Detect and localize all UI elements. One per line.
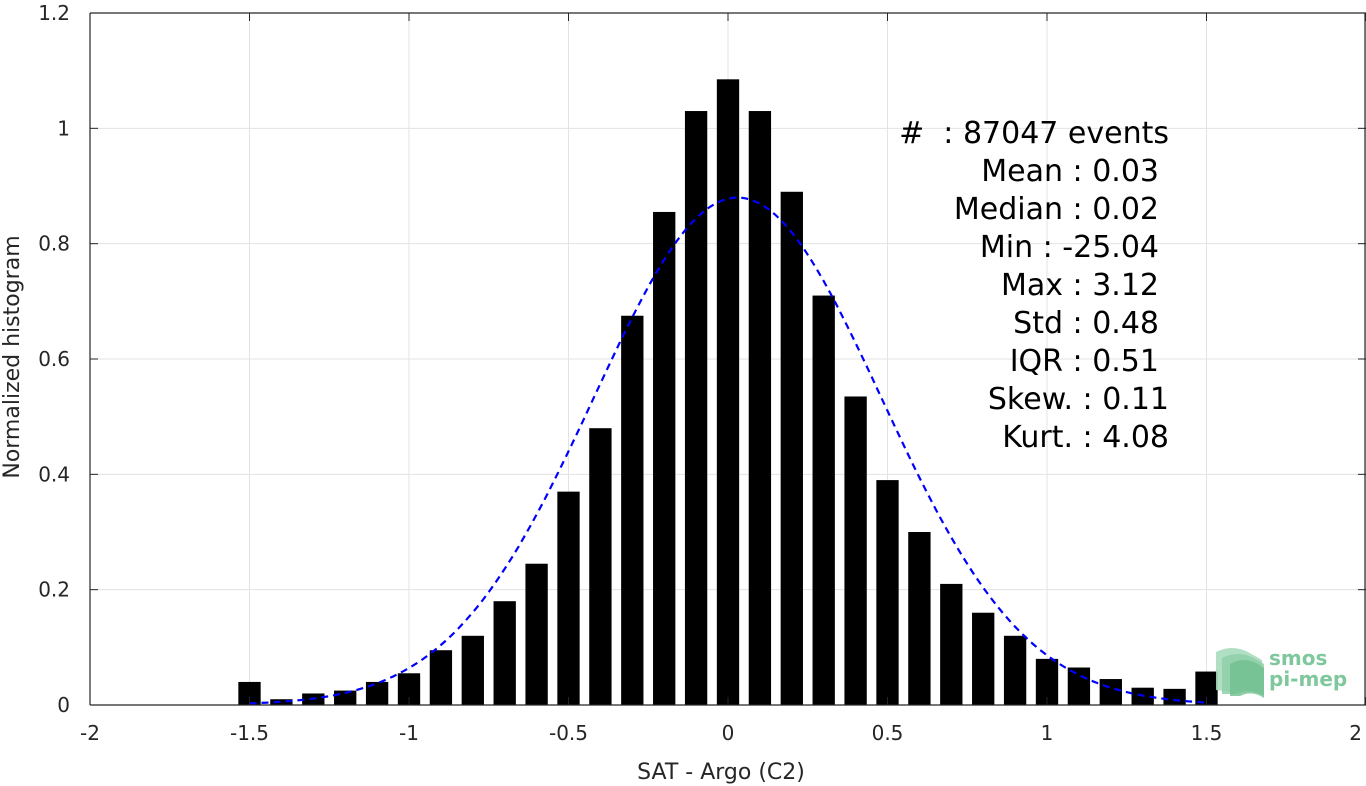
- histogram-bar: [748, 111, 772, 706]
- x-tick-label: 1.5: [1191, 721, 1223, 745]
- histogram-bar: [557, 491, 580, 705]
- x-tick-labels: -2 -1.5 -1 -0.5 0 0.5 1 1.5 2: [80, 721, 1362, 745]
- histogram-bar: [1099, 679, 1122, 705]
- y-tick-label: 0.4: [38, 462, 70, 486]
- smos-pimep-logo: smos pi-mep: [1216, 646, 1347, 698]
- stats-skew: Skew. : 0.11: [988, 382, 1169, 417]
- histogram-bars: [238, 79, 1218, 706]
- histogram-bar: [1195, 671, 1218, 705]
- y-tick-label: 1.2: [38, 1, 70, 25]
- y-tick-label: 0.6: [38, 347, 70, 371]
- logo-line1: smos: [1269, 646, 1327, 670]
- histogram-bar: [653, 211, 676, 705]
- histogram-bar: [1163, 688, 1186, 705]
- histogram-bar: [1035, 658, 1059, 705]
- histogram-bar: [876, 480, 899, 705]
- histogram-bar: [397, 673, 421, 705]
- histogram-bar: [461, 635, 484, 705]
- logo-line2: pi-mep: [1269, 667, 1347, 691]
- histogram-bar: [684, 111, 708, 706]
- stats-count: # : 87047 events: [899, 116, 1169, 151]
- histogram-bar: [621, 315, 644, 705]
- x-tick-label: 1: [1041, 721, 1054, 745]
- x-tick-label: -1: [399, 721, 419, 745]
- x-axis-label: SAT - Argo (C2): [637, 760, 805, 785]
- histogram-bar: [1067, 667, 1091, 705]
- histogram-bar: [812, 295, 835, 705]
- x-tick-label: 0.5: [872, 721, 904, 745]
- histogram-bar: [972, 612, 995, 705]
- stats-median: Median : 0.02: [954, 192, 1159, 227]
- stats-max: Max : 3.12: [1001, 268, 1159, 303]
- histogram-bar: [716, 79, 740, 706]
- stats-iqr: IQR : 0.51: [1010, 344, 1159, 379]
- x-tick-label: 0: [722, 721, 735, 745]
- x-tick-label: 2: [1349, 721, 1362, 745]
- logo-waves-icon: [1216, 648, 1264, 698]
- stats-mean: Mean : 0.03: [981, 154, 1159, 189]
- histogram-bar: [589, 428, 612, 705]
- histogram-bar: [1003, 635, 1027, 705]
- histogram-bar: [525, 563, 548, 705]
- axes-frame: [89, 12, 1366, 706]
- y-tick-label: 0.8: [38, 232, 70, 256]
- histogram-bar: [780, 191, 803, 705]
- histogram-bar: [493, 601, 516, 705]
- y-axis-label: Normalized histogram: [0, 235, 25, 478]
- stats-box: # : 87047 events Mean : 0.03 Median : 0.…: [899, 116, 1169, 455]
- y-tick-label: 0.2: [38, 578, 70, 602]
- x-tick-label: -2: [80, 721, 100, 745]
- histogram-bar: [429, 650, 453, 705]
- histogram-bar: [270, 699, 293, 705]
- histogram-bar: [908, 532, 931, 705]
- y-tick-label: 0: [57, 693, 70, 717]
- stats-std: Std : 0.48: [1013, 306, 1159, 341]
- histogram-bar: [844, 396, 867, 705]
- y-tick-label: 1: [57, 116, 70, 140]
- histogram-bar: [940, 583, 963, 705]
- x-tick-label: -0.5: [549, 721, 588, 745]
- stats-kurt: Kurt. : 4.08: [1002, 420, 1169, 455]
- y-tick-labels: 0 0.2 0.4 0.6 0.8 1 1.2: [38, 1, 70, 717]
- histogram-bar: [365, 681, 389, 705]
- stats-min: Min : -25.04: [980, 230, 1159, 265]
- histogram-bar: [238, 681, 261, 705]
- x-tick-label: -1.5: [230, 721, 269, 745]
